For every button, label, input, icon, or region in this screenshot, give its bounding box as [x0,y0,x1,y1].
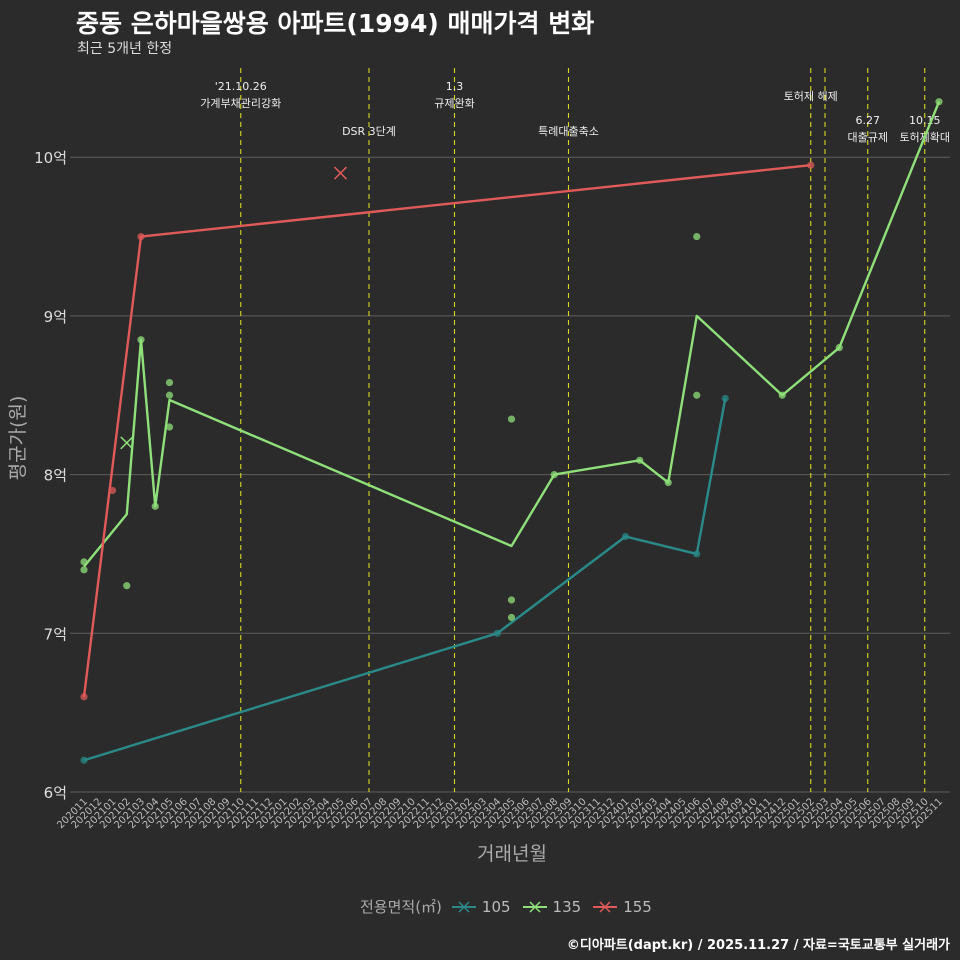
legend-item-105[interactable]: 105 [451,897,511,916]
data-point-135 [693,391,701,399]
data-point-135 [123,582,131,590]
y-tick-label: 6억 [44,784,67,802]
event-annotation: DSR 3단계 [342,125,396,138]
data-point-105 [721,394,729,403]
data-point-135 [165,391,174,399]
legend-label-155: 155 [623,897,652,916]
cancelled-marker-135 [120,436,134,450]
legend: 전용면적(㎡) 105 135 155 [360,896,664,917]
data-point-105 [693,550,701,558]
chart-subtitle: 최근 5개년 한정 [77,41,173,57]
x-axis-label: 거래년월 [477,843,547,865]
cancelled-stroke [333,166,348,180]
event-annotation: 대출규제 [848,131,888,144]
data-point-135 [636,456,644,464]
event-annotation: 토허제 해제 [784,89,838,103]
data-point-155 [108,486,117,495]
series-group [80,98,943,764]
cancelled-marker-155 [333,166,348,180]
data-point-135 [151,502,159,510]
data-point-105 [493,629,501,637]
chart-title: 중동 은하마을쌍용 아파트(1994) 매매가격 변화 [76,9,595,38]
data-point-155 [137,232,145,241]
data-point-135 [507,613,516,622]
legend-label-135: 135 [552,897,582,916]
event-annotation: 특례대출축소 [538,125,599,138]
data-point-135 [935,98,943,106]
data-point-105 [80,756,88,764]
data-point-135 [165,423,174,431]
event-annotation: 규제완화 [434,97,474,110]
data-point-135 [80,558,88,566]
data-point-135 [507,415,516,423]
data-point-155 [807,161,815,169]
data-point-135 [507,596,516,604]
data-point-105 [621,532,630,541]
y-tick-label: 9억 [44,308,67,326]
legend-swatch-155 [593,900,618,913]
data-point-135 [80,566,88,574]
data-point-135 [550,471,558,479]
event-annotation: 1.3 [446,80,464,93]
legend-title: 전용면적(㎡) [360,898,442,916]
cancelled-stroke [120,436,134,450]
event-annotation: '21.10.26 [215,80,267,93]
legend-swatch-135 [522,900,547,913]
series-line-105 [83,398,727,762]
legend-item-135[interactable]: 135 [522,897,582,916]
legend-swatch-105 [451,900,476,913]
data-point-135 [778,391,786,399]
event-annotation: 6.27 [856,114,881,127]
data-point-135 [693,232,701,241]
data-point-135 [137,336,145,344]
y-tick-label: 8억 [44,467,67,485]
legend-label-105: 105 [481,897,511,916]
y-axis-label: 평균가(원) [7,396,29,481]
event-annotation: 10.15 [909,114,941,127]
event-annotation: 가계부채관리강화 [200,97,281,110]
source-caption: ©디아파트(dapt.kr) / 2025.11.27 / 자료=국토교통부 실… [566,938,950,953]
legend-item-155[interactable]: 155 [593,898,652,916]
data-point-155 [80,693,88,701]
axes: 6억7억8억9억10억20201120201220210120210220210… [34,149,945,831]
series-line-155 [82,163,811,697]
y-tick-label: 10억 [34,149,67,167]
data-point-135 [664,478,672,487]
y-tick-label: 7억 [44,625,67,643]
data-point-135 [835,344,843,352]
data-point-135 [165,378,174,387]
grid-lines [70,156,950,793]
